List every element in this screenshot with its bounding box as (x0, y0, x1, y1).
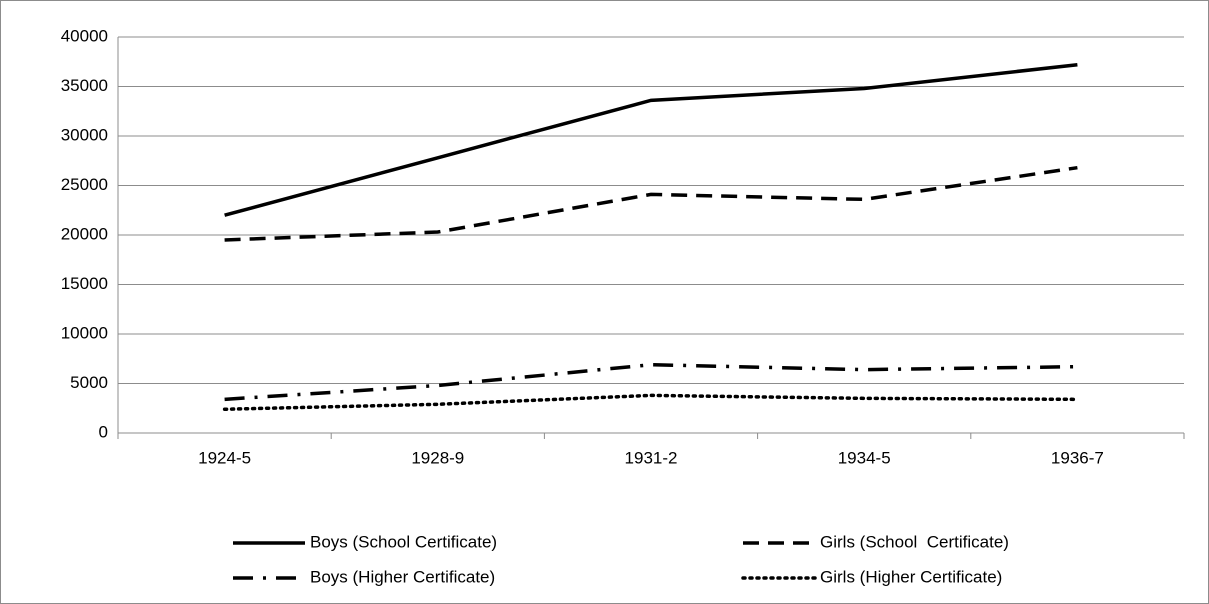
y-tick-label: 10000 (61, 323, 108, 342)
y-tick-label: 0 (99, 422, 108, 441)
x-tick-label: 1934-5 (838, 448, 891, 467)
legend-label: Boys (Higher Certificate) (310, 567, 495, 586)
series-line (224, 362, 1078, 402)
x-tick-label: 1924-5 (198, 448, 251, 467)
y-tick-label: 5000 (70, 373, 108, 392)
series-line (224, 62, 1078, 217)
x-tick-label: 1936-7 (1051, 448, 1104, 467)
y-tick-label: 15000 (61, 274, 108, 293)
y-tick-label: 40000 (61, 26, 108, 45)
x-tick-label: 1931-2 (625, 448, 678, 467)
legend-label: Girls (School Certificate) (820, 532, 1009, 551)
legend-label: Boys (School Certificate) (310, 532, 497, 551)
y-tick-label: 25000 (61, 175, 108, 194)
y-tick-label: 20000 (61, 224, 108, 243)
y-tick-label: 35000 (61, 76, 108, 95)
x-tick-label: 1928-9 (411, 448, 464, 467)
y-tick-label: 30000 (61, 125, 108, 144)
series-line (222, 393, 1080, 411)
series-line (224, 165, 1078, 242)
legend-label: Girls (Higher Certificate) (820, 567, 1002, 586)
